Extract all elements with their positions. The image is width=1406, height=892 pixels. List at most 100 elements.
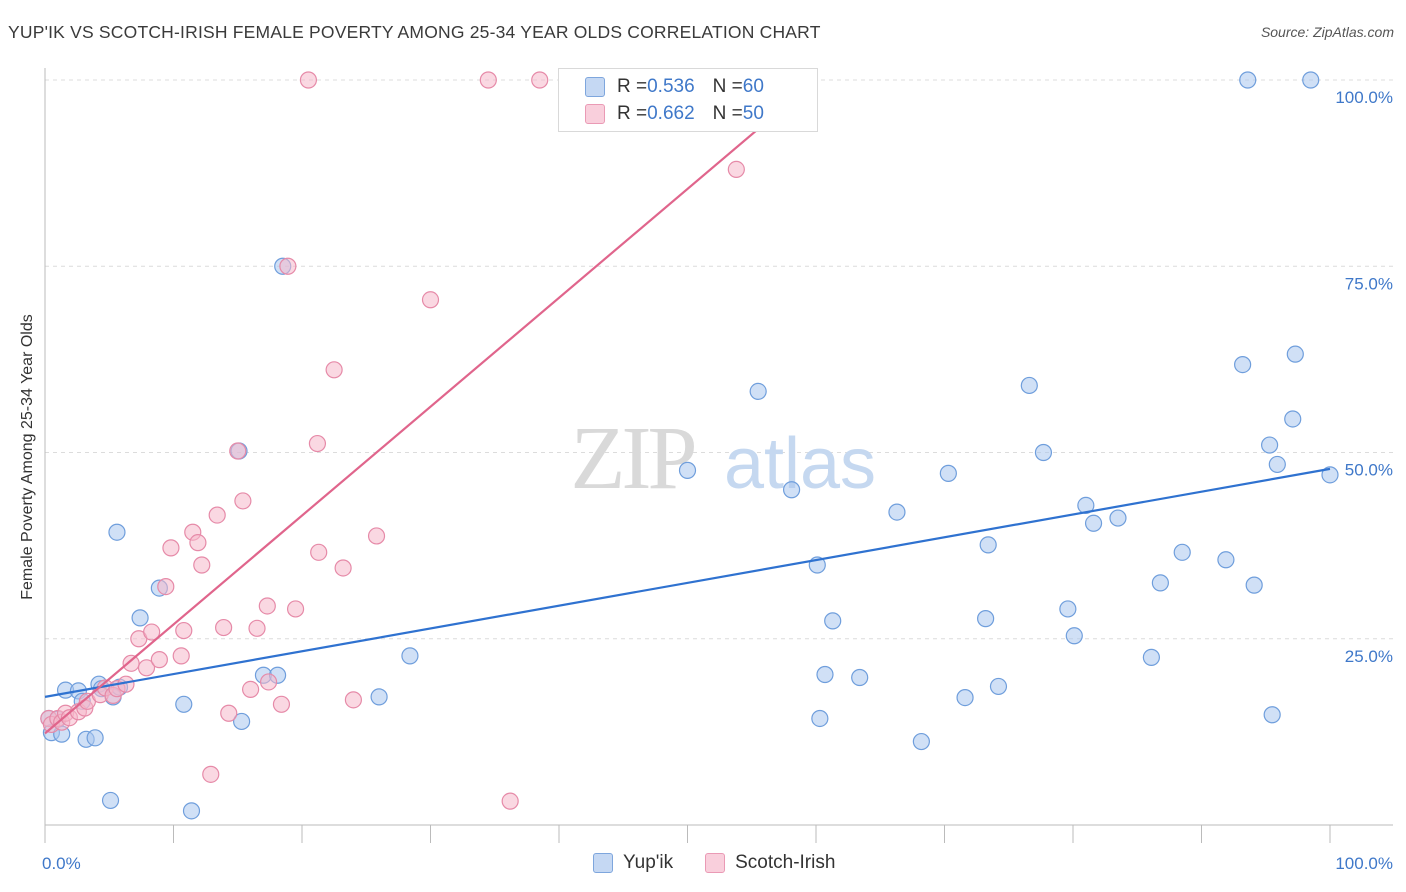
y-tick-label: 100.0% — [1335, 88, 1393, 107]
point-yupik — [782, 481, 801, 499]
point-yupik — [1020, 376, 1038, 395]
point-yupik — [370, 688, 388, 706]
point-yupik — [233, 712, 251, 731]
point-yupik — [1059, 600, 1077, 618]
trend-lines — [44, 79, 1331, 735]
bottom-legend-scotch-irish: Scotch-Irish — [705, 852, 835, 874]
data-points — [40, 71, 1339, 820]
y-tick-label: 75.0% — [1345, 274, 1393, 293]
point-scotch-irish — [162, 539, 180, 557]
point-scotch-irish — [286, 600, 305, 618]
point-yupik — [888, 503, 906, 521]
point-yupik — [108, 523, 126, 541]
point-yupik — [86, 729, 104, 747]
point-yupik — [1034, 443, 1053, 462]
point-yupik — [182, 802, 201, 820]
point-yupik — [1151, 574, 1169, 592]
legend-r-value: 0.536 — [647, 76, 695, 97]
point-scotch-irish — [531, 71, 549, 89]
point-yupik — [401, 647, 419, 665]
y-tick-label: 25.0% — [1345, 647, 1393, 666]
point-yupik — [939, 464, 957, 482]
point-yupik — [851, 668, 869, 687]
point-scotch-irish — [234, 492, 252, 510]
legend: R = 0.536 N = 60 R = 0.662 N = 50 — [558, 68, 818, 132]
point-yupik — [824, 612, 842, 630]
point-yupik — [101, 791, 120, 810]
point-yupik — [816, 665, 834, 684]
bottom-legend-label: Scotch-Irish — [735, 852, 836, 873]
point-scotch-irish — [299, 71, 318, 89]
point-scotch-irish — [193, 556, 211, 574]
point-yupik — [1065, 627, 1083, 645]
point-yupik — [1261, 436, 1279, 454]
x-tick-label-min: 0.0% — [42, 854, 81, 873]
point-scotch-irish — [202, 765, 220, 783]
point-scotch-irish — [248, 619, 266, 637]
point-scotch-irish — [279, 257, 297, 275]
point-yupik — [1321, 466, 1339, 484]
point-scotch-irish — [308, 434, 327, 453]
trend-line-yupik — [44, 467, 1331, 698]
point-yupik — [131, 609, 149, 627]
point-scotch-irish — [242, 680, 260, 699]
point-yupik — [956, 689, 974, 707]
point-yupik — [1234, 355, 1252, 374]
point-scotch-irish — [150, 651, 168, 669]
legend-n-label: N = — [712, 103, 743, 124]
point-yupik — [977, 610, 995, 628]
legend-n-value: 50 — [742, 103, 764, 124]
point-scotch-irish — [310, 543, 328, 561]
point-yupik — [1245, 576, 1263, 594]
point-yupik — [811, 709, 829, 728]
chart-title: YUP'IK VS SCOTCH-IRISH FEMALE POVERTY AM… — [8, 22, 821, 42]
legend-n-label: N = — [712, 76, 743, 97]
source-credit: Source: ZipAtlas.com — [1260, 24, 1394, 40]
point-scotch-irish — [157, 577, 175, 596]
tick-labels: 25.0% 50.0% 75.0% 100.0% 0.0% 100.0% — [42, 88, 1393, 873]
point-scotch-irish — [727, 160, 745, 178]
legend-r-value: 0.662 — [647, 103, 695, 124]
point-yupik — [1263, 706, 1281, 724]
point-scotch-irish — [172, 647, 190, 665]
point-yupik — [1173, 543, 1191, 561]
gridlines — [45, 79, 1393, 640]
point-yupik — [912, 732, 930, 751]
legend-row-yupik: R = 0.536 N = 60 — [585, 75, 764, 99]
point-yupik — [1268, 455, 1286, 474]
point-scotch-irish — [479, 71, 497, 89]
point-yupik — [1284, 410, 1302, 428]
point-scotch-irish — [229, 442, 247, 460]
point-scotch-irish — [137, 659, 156, 677]
watermark-atlas: atlas — [724, 424, 876, 504]
point-yupik — [175, 695, 193, 713]
point-yupik — [979, 536, 997, 554]
legend-swatch-pink — [585, 104, 605, 124]
legend-swatch-blue — [585, 77, 605, 97]
point-yupik — [1286, 345, 1304, 363]
point-scotch-irish — [259, 673, 278, 691]
watermark: ZIP atlas — [571, 409, 877, 508]
point-yupik — [1217, 551, 1235, 569]
point-yupik — [749, 382, 767, 401]
bottom-legend-yupik: Yup'ik — [593, 852, 673, 874]
bottom-swatch-pink — [705, 853, 726, 873]
y-tick-label: 50.0% — [1345, 461, 1393, 480]
bottom-swatch-blue — [593, 853, 613, 873]
point-yupik — [989, 677, 1008, 696]
point-yupik — [1142, 648, 1160, 666]
bottom-legend: Yup'ik Scotch-Irish — [593, 852, 867, 874]
point-scotch-irish — [334, 559, 352, 577]
point-yupik — [1077, 496, 1095, 514]
point-scotch-irish — [258, 597, 276, 615]
point-scotch-irish — [272, 695, 291, 713]
point-yupik — [1239, 71, 1257, 89]
point-scotch-irish — [344, 691, 362, 709]
bottom-legend-label: Yup'ik — [623, 852, 674, 873]
point-scotch-irish — [501, 792, 519, 810]
axes — [44, 68, 1393, 843]
x-tick-label-max: 100.0% — [1335, 854, 1393, 873]
point-yupik — [1084, 514, 1103, 532]
point-scotch-irish — [421, 291, 440, 309]
